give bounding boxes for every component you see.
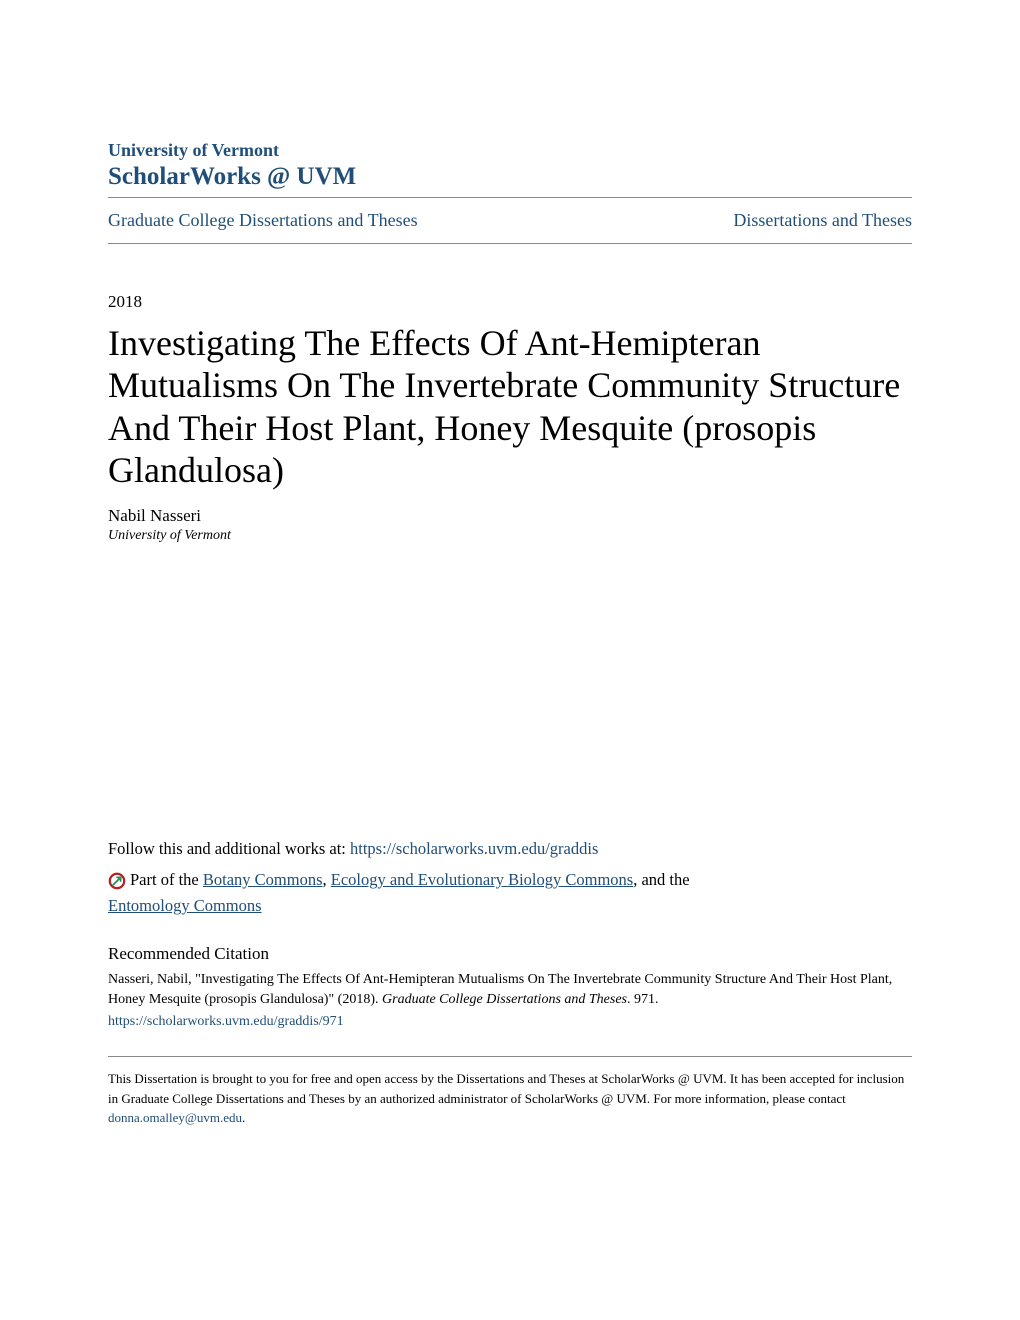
commons-link-entomology[interactable]: Entomology Commons (108, 896, 262, 915)
author-name: Nabil Nasseri (108, 506, 912, 526)
part-of-sep2: , and the (633, 870, 689, 889)
links-section: Follow this and additional works at: htt… (108, 839, 912, 1128)
collections-nav: Graduate College Dissertations and These… (108, 198, 912, 243)
part-of-sep1: , (323, 870, 331, 889)
part-of-prefix: Part of the (130, 870, 203, 889)
collections-divider (108, 243, 912, 244)
footer-text: This Dissertation is brought to you for … (108, 1069, 912, 1128)
commons-link-botany[interactable]: Botany Commons (203, 870, 323, 889)
follow-line: Follow this and additional works at: htt… (108, 839, 912, 859)
citation-text-italic: Graduate College Dissertations and These… (382, 992, 627, 1007)
document-title: Investigating The Effects Of Ant-Hemipte… (108, 322, 912, 492)
follow-url-link[interactable]: https://scholarworks.uvm.edu/graddis (350, 839, 598, 858)
citation-url-link[interactable]: https://scholarworks.uvm.edu/graddis/971 (108, 1014, 344, 1029)
citation-text-post: . 971. (627, 992, 659, 1007)
collection-link-right[interactable]: Dissertations and Theses (733, 210, 912, 231)
page-header: University of Vermont ScholarWorks @ UVM (108, 140, 912, 191)
collection-link-left[interactable]: Graduate College Dissertations and These… (108, 210, 418, 231)
contact-email-link[interactable]: donna.omalley@uvm.edu (108, 1110, 242, 1125)
citation-heading: Recommended Citation (108, 944, 912, 964)
follow-prefix: Follow this and additional works at: (108, 839, 350, 858)
footer-text-pre: This Dissertation is brought to you for … (108, 1071, 904, 1106)
footer-text-post: . (242, 1110, 245, 1125)
footer-divider (108, 1056, 912, 1057)
commons-link-ecology[interactable]: Ecology and Evolutionary Biology Commons (331, 870, 633, 889)
citation-text: Nasseri, Nabil, "Investigating The Effec… (108, 970, 912, 1011)
publication-year: 2018 (108, 292, 912, 312)
network-commons-icon (108, 872, 126, 890)
part-of-line: Part of the Botany Commons, Ecology and … (108, 867, 912, 920)
institution-name: University of Vermont (108, 140, 912, 161)
repository-name[interactable]: ScholarWorks @ UVM (108, 163, 912, 191)
author-affiliation: University of Vermont (108, 528, 912, 544)
